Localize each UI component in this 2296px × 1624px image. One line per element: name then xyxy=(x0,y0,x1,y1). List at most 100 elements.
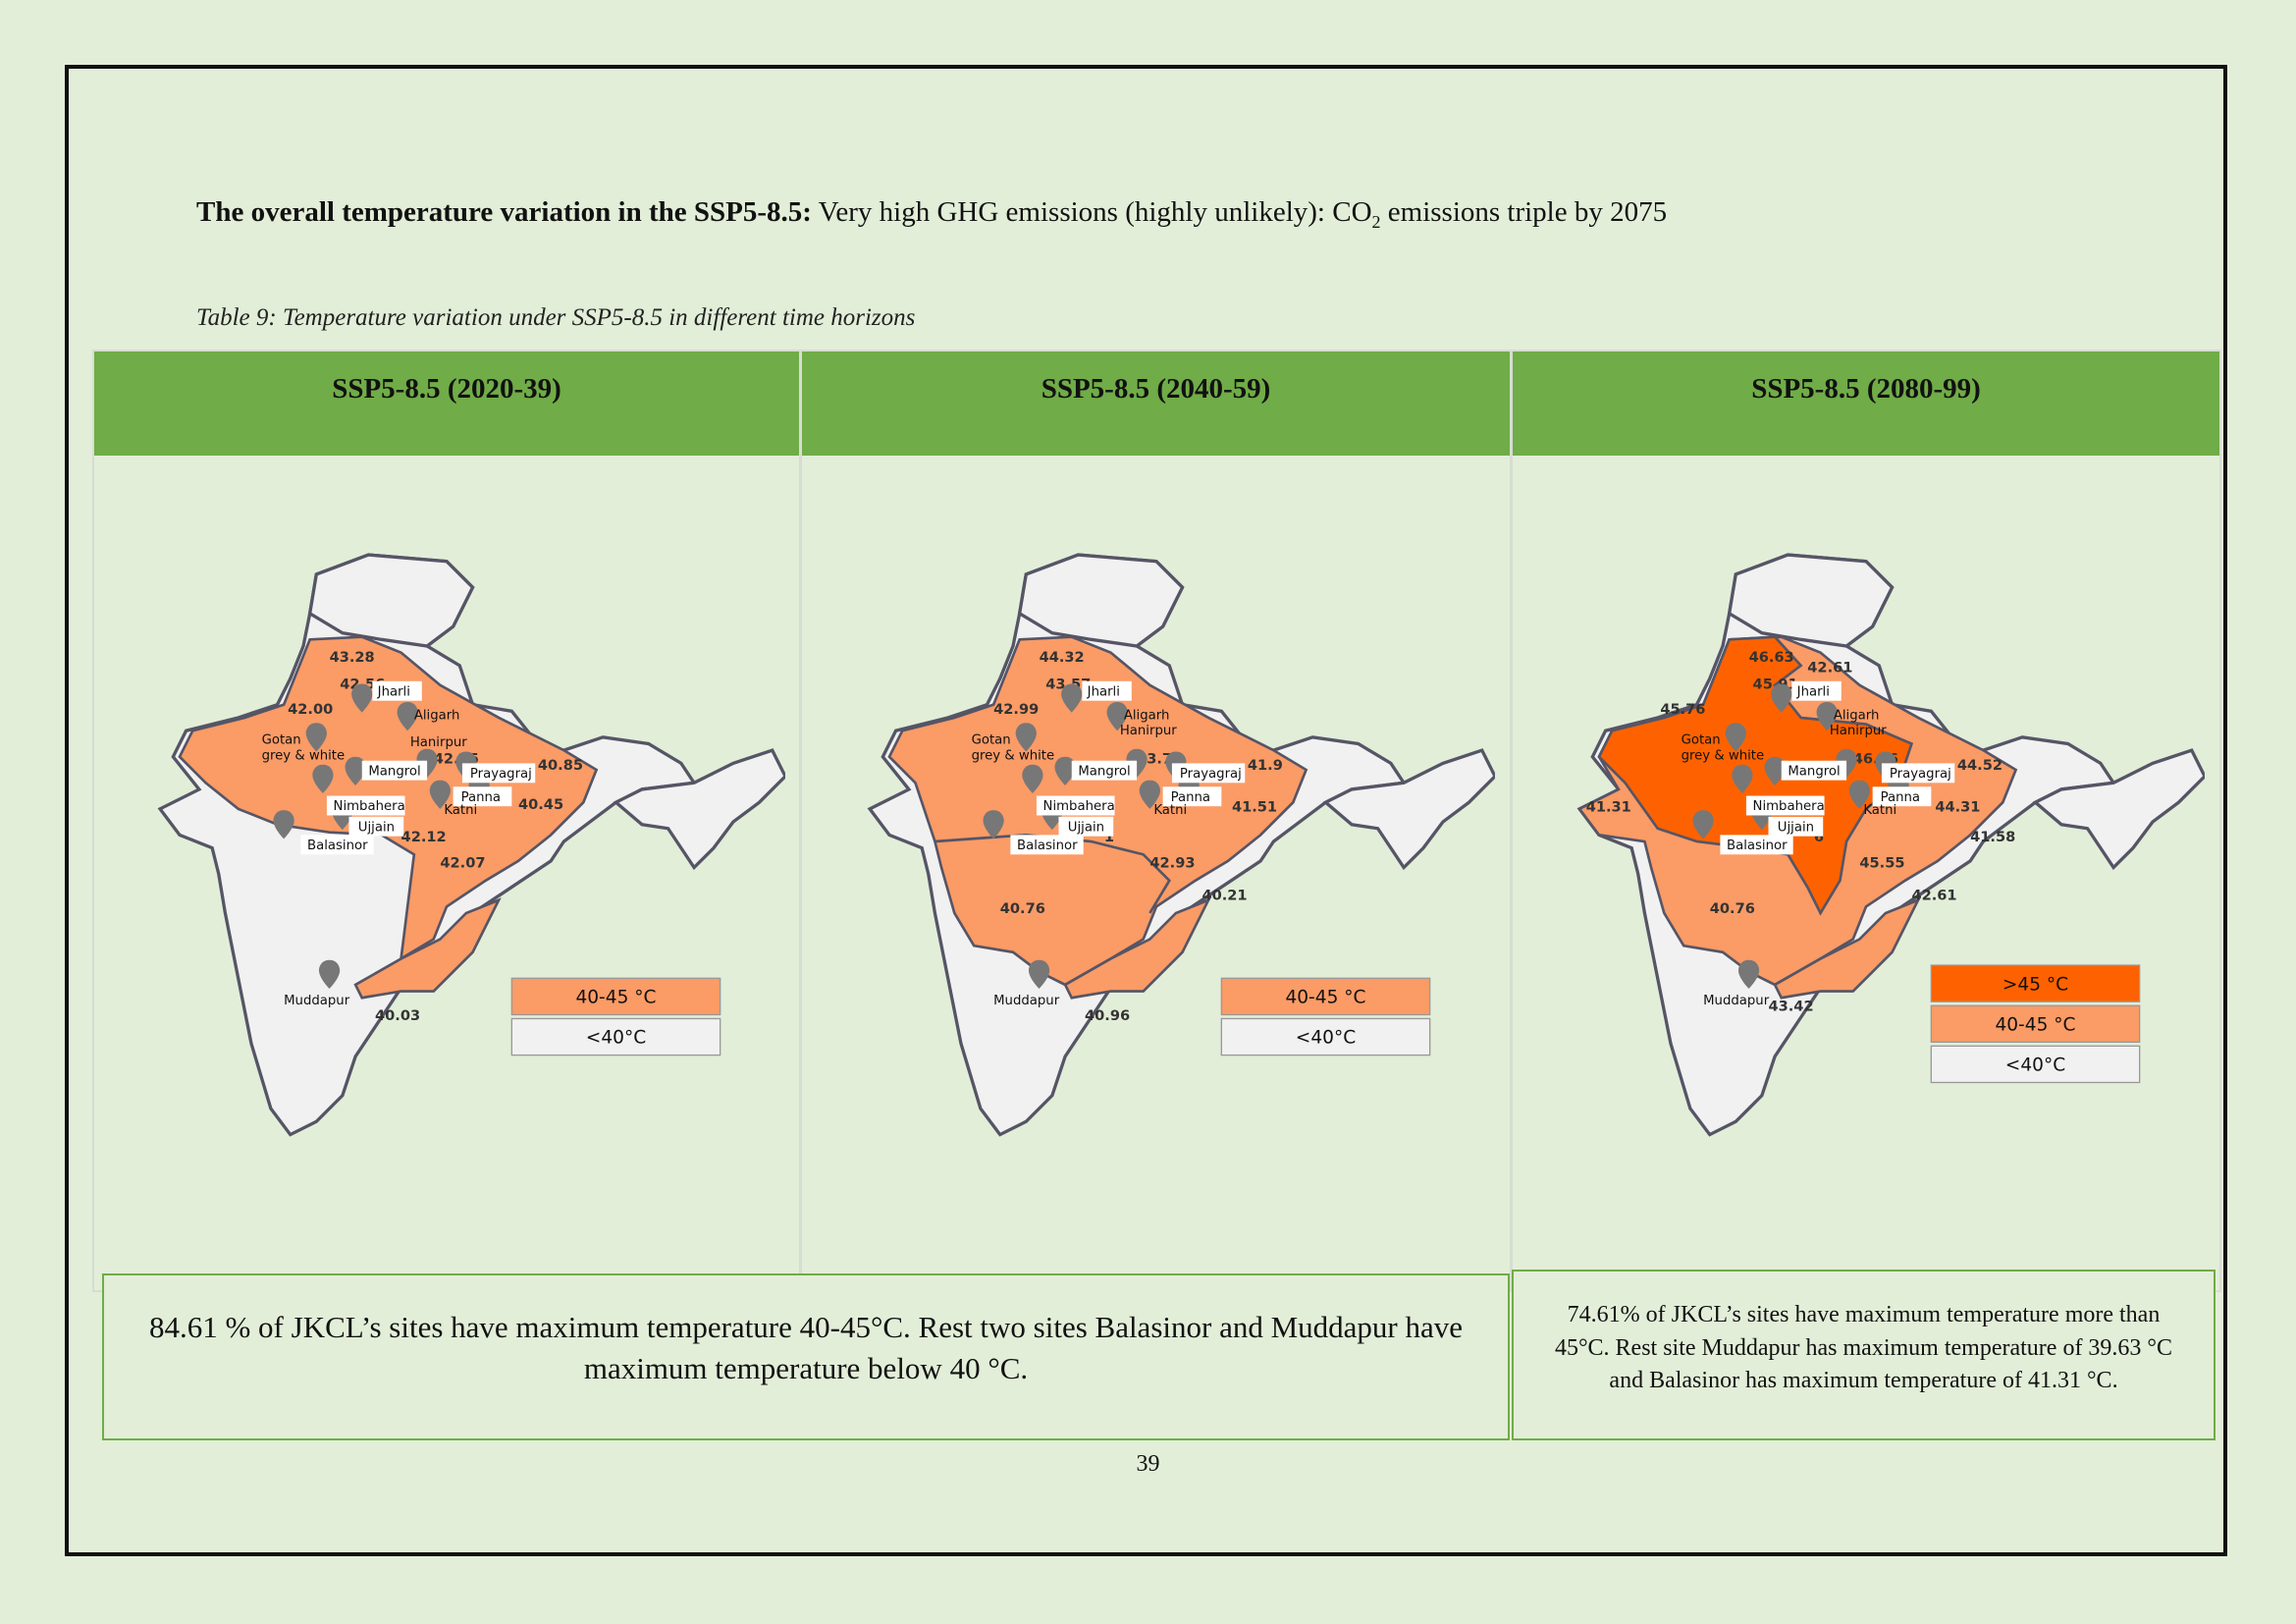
site-panna: Panna xyxy=(1881,790,1920,805)
value-label: 41.9 xyxy=(1248,757,1283,774)
value-label: 40.21 xyxy=(1201,888,1247,904)
site-prayagraj: Prayagraj xyxy=(1890,767,1951,782)
site-katni: Katni xyxy=(1153,803,1187,818)
value-label: 40.85 xyxy=(538,757,583,774)
site-nimbahera: Nimbahera xyxy=(1043,799,1115,814)
legend-below-40: <40°C xyxy=(2005,1056,2065,1076)
legend-below-40: <40°C xyxy=(1296,1028,1356,1049)
legend: 40-45 °C <40°C xyxy=(1220,977,1431,1056)
site-labels: Jharli Aligarh Hanirpur Gotan grey & whi… xyxy=(972,680,1246,1008)
site-prayagraj: Prayagraj xyxy=(470,767,532,782)
site-hanirpur: Hanirpur xyxy=(1830,724,1887,738)
heading-bold: The overall temperature variation in the… xyxy=(196,196,812,228)
site-katni: Katni xyxy=(1863,803,1896,818)
value-labels: 44.32 43.57 42.99 43.74 41.9 41.51 42.93… xyxy=(993,649,1283,1024)
value-label: 41.58 xyxy=(1970,829,2015,845)
site-katni: Katni xyxy=(444,803,477,818)
page-number: 39 xyxy=(1136,1451,1160,1477)
value-label: 41.51 xyxy=(1232,798,1277,815)
site-mangrol: Mangrol xyxy=(368,764,420,779)
site-balasinor: Balasinor xyxy=(1017,839,1078,853)
column-header-2020: SSP5-8.5 (2020-39) xyxy=(94,352,799,456)
value-label: 45.55 xyxy=(1859,855,1904,872)
site-grey-white: grey & white xyxy=(972,748,1055,763)
site-muddapur: Muddapur xyxy=(1703,994,1770,1008)
legend: >45 °C 40-45 °C <40°C xyxy=(1930,964,2141,1084)
site-grey-white: grey & white xyxy=(1682,748,1765,763)
legend-40-45: 40-45 °C xyxy=(575,988,656,1008)
site-jharli: Jharli xyxy=(1796,684,1830,699)
section-heading: The overall temperature variation in the… xyxy=(196,196,1667,233)
column-divider xyxy=(1510,350,1513,1292)
heading-subscript: 2 xyxy=(1371,211,1381,232)
value-label: 1 xyxy=(1104,829,1114,845)
value-label: 42.61 xyxy=(1911,888,1956,904)
column-divider xyxy=(799,350,802,1292)
value-label: 45.76 xyxy=(1660,701,1705,718)
site-nimbahera: Nimbahera xyxy=(1753,799,1825,814)
site-aligarh: Aligarh xyxy=(1834,708,1880,723)
value-label: 42.07 xyxy=(440,855,485,872)
column-header-2080: SSP5-8.5 (2080-99) xyxy=(1513,352,2219,456)
site-aligarh: Aligarh xyxy=(1124,708,1170,723)
site-mangrol: Mangrol xyxy=(1078,764,1130,779)
value-label: 40.76 xyxy=(1000,900,1045,917)
note-2080-2099: 74.61% of JKCL’s sites have maximum temp… xyxy=(1512,1270,2216,1440)
site-ujjain: Ujjain xyxy=(1068,820,1104,835)
value-label: 43.28 xyxy=(330,649,375,666)
value-label: 44.52 xyxy=(1957,757,2002,774)
value-label: 44.32 xyxy=(1040,649,1085,666)
legend-40-45: 40-45 °C xyxy=(1285,988,1365,1008)
site-grey-white: grey & white xyxy=(262,748,346,763)
value-label: 41.31 xyxy=(1586,798,1631,815)
site-panna: Panna xyxy=(461,790,501,805)
heading-tail: emissions triple by 2075 xyxy=(1380,196,1668,228)
value-label: 42.00 xyxy=(288,701,333,718)
site-balasinor: Balasinor xyxy=(1727,839,1788,853)
site-balasinor: Balasinor xyxy=(307,839,368,853)
table-caption: Table 9: Temperature variation under SSP… xyxy=(196,304,916,331)
value-label: 42.61 xyxy=(1807,660,1852,677)
legend-40-45: 40-45 °C xyxy=(1995,1014,2075,1035)
note-2020-2059: 84.61 % of JKCL’s sites have maximum tem… xyxy=(102,1273,1510,1440)
site-gotan: Gotan xyxy=(972,732,1011,747)
india-map-2020: 43.28 42.56 42.00 42.75 40.85 40.45 42.1… xyxy=(158,553,787,1137)
value-label: 42.99 xyxy=(993,701,1039,718)
value-label: 43.42 xyxy=(1768,999,1813,1015)
value-label: 40.03 xyxy=(375,1007,420,1024)
india-map-2080: 46.63 42.61 45.91 45.76 46.66 44.52 41.3… xyxy=(1577,553,2207,1137)
site-nimbahera: Nimbahera xyxy=(334,799,405,814)
legend-above-45: >45 °C xyxy=(2002,974,2068,995)
site-aligarh: Aligarh xyxy=(414,708,460,723)
map-2020-39: 43.28 42.56 42.00 42.75 40.85 40.45 42.1… xyxy=(108,463,787,1219)
site-ujjain: Ujjain xyxy=(358,820,395,835)
heading-text: Very high GHG emissions (highly unlikely… xyxy=(811,196,1372,228)
value-label: 42.93 xyxy=(1149,855,1195,872)
site-prayagraj: Prayagraj xyxy=(1180,767,1242,782)
value-labels: 43.28 42.56 42.00 42.75 40.85 40.45 42.1… xyxy=(288,649,583,1024)
value-label: 40.45 xyxy=(518,796,563,813)
site-gotan: Gotan xyxy=(262,732,301,747)
site-gotan: Gotan xyxy=(1682,732,1721,747)
india-map-2040: 44.32 43.57 42.99 43.74 41.9 41.51 42.93… xyxy=(868,553,1497,1137)
site-jharli: Jharli xyxy=(1087,684,1120,699)
site-mangrol: Mangrol xyxy=(1788,764,1840,779)
value-label: 40.76 xyxy=(1710,900,1755,917)
site-ujjain: Ujjain xyxy=(1778,820,1814,835)
map-2040-59: 44.32 43.57 42.99 43.74 41.9 41.51 42.93… xyxy=(818,463,1497,1219)
value-label: 44.31 xyxy=(1935,798,1980,815)
site-muddapur: Muddapur xyxy=(284,994,350,1008)
value-label: 40.96 xyxy=(1085,1007,1130,1024)
value-label: 6 xyxy=(1814,829,1824,845)
site-labels: Jharli Aligarh Hanirpur Gotan grey & whi… xyxy=(262,680,536,1008)
page-frame xyxy=(65,65,2227,1556)
site-hanirpur: Hanirpur xyxy=(410,735,467,750)
site-panna: Panna xyxy=(1171,790,1210,805)
site-labels: Jharli Aligarh Hanirpur Gotan grey & whi… xyxy=(1682,680,1955,1008)
legend: 40-45 °C <40°C xyxy=(510,977,721,1056)
legend-below-40: <40°C xyxy=(586,1028,646,1049)
column-header-2040: SSP5-8.5 (2040-59) xyxy=(802,352,1510,456)
site-jharli: Jharli xyxy=(377,684,410,699)
value-label: 46.63 xyxy=(1749,649,1794,666)
site-muddapur: Muddapur xyxy=(993,994,1060,1008)
